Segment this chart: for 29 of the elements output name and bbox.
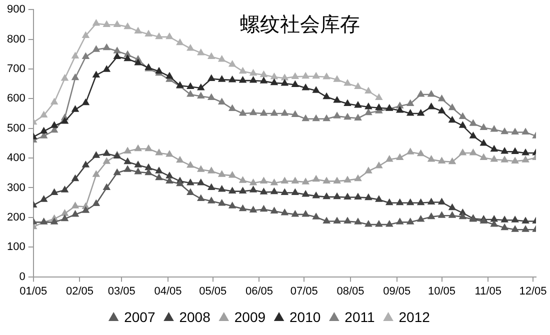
x-tick-label: 11/05: [474, 285, 502, 298]
legend-label: 2009: [234, 308, 266, 325]
legend-label: 2010: [290, 308, 321, 325]
x-tick-label: 01/05: [20, 285, 48, 298]
y-tick-label: 700: [6, 63, 26, 76]
y-tick-label: 500: [6, 122, 26, 134]
x-tick-label: 04/05: [154, 285, 182, 298]
y-tick-label: 100: [6, 241, 26, 254]
x-tick-label: 02/05: [66, 285, 94, 298]
y-tick-label: 400: [6, 152, 26, 164]
legend-label: 2011: [344, 308, 375, 325]
chart-title: 螺纹社会库存: [240, 12, 360, 36]
y-tick-label: 200: [6, 211, 26, 224]
y-tick-label: 300: [6, 182, 26, 194]
x-tick-label: 10/05: [428, 285, 456, 298]
x-tick-label: 07/05: [290, 285, 318, 298]
x-tick-label: 06/05: [245, 285, 274, 298]
x-tick-label: 08/05: [336, 285, 364, 298]
y-tick-label: 800: [6, 33, 26, 46]
y-tick-label: 600: [6, 92, 26, 105]
y-tick-label: 0: [19, 270, 26, 283]
legend-label: 2008: [179, 308, 211, 325]
x-tick-label: 05/05: [199, 285, 227, 298]
x-tick-label: 03/05: [108, 285, 136, 298]
y-tick-label: 900: [6, 4, 26, 16]
x-tick-label: 09/05: [383, 285, 411, 298]
legend-label: 2012: [398, 308, 430, 325]
legend-label: 2007: [124, 308, 156, 325]
x-tick-label: 12/05: [519, 285, 547, 298]
